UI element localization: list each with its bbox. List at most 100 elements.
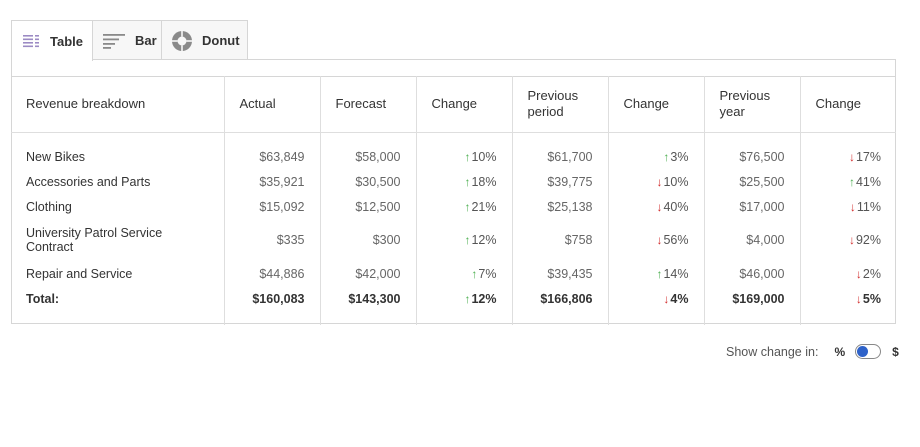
header-change-forecast: Change xyxy=(415,76,512,133)
header-previous-year: Previous year xyxy=(703,76,800,133)
tab-donut[interactable]: Donut xyxy=(161,20,248,60)
view-tabs: Table Bar Donut xyxy=(11,20,248,61)
change-value: 4% xyxy=(670,291,689,306)
change-unit-switch[interactable] xyxy=(855,344,882,359)
forecast-cell: $143,300 xyxy=(319,286,416,311)
spacer-cell xyxy=(223,311,320,325)
arrow-down-icon: ↓ xyxy=(663,291,670,306)
previous-year-cell: $76,500 xyxy=(703,144,800,169)
previous-period-cell: $166,806 xyxy=(511,286,608,311)
total-row: Total: $160,083 $143,300 ↑12% $166,806 ↓4% $16… xyxy=(11,286,896,311)
header-change-previous-year: Change xyxy=(799,76,896,133)
table-row: Clothing $15,092 $12,500 ↑21% $25,138 ↓40% $17… xyxy=(11,194,896,219)
table-panel: Revenue breakdown Actual Forecast Change… xyxy=(11,59,896,325)
table-row: New Bikes $63,849 $58,000 ↑10% $61,700 ↑3% $76… xyxy=(11,144,896,169)
table-row: University Patrol Service Contract $335 $3… xyxy=(11,219,896,261)
change-cell: ↑18% xyxy=(415,169,512,194)
change-value: 92% xyxy=(855,233,881,247)
header-actual: Actual xyxy=(223,76,320,133)
row-label: Clothing xyxy=(26,199,72,214)
spacer-cell xyxy=(511,132,608,144)
change-cell: ↓40% xyxy=(607,194,704,219)
tab-bar[interactable]: Bar xyxy=(92,20,162,60)
spacer-cell xyxy=(223,132,320,144)
row-label: Total: xyxy=(26,291,60,306)
revenue-table: Revenue breakdown Actual Forecast Change… xyxy=(11,76,896,325)
actual-cell: $44,886 xyxy=(223,261,320,286)
spacer-cell xyxy=(799,132,896,144)
change-cell: ↑12% xyxy=(415,219,512,261)
tab-bar-label: Bar xyxy=(135,33,157,48)
arrow-up-icon: ↑ xyxy=(464,174,471,189)
forecast-cell: $30,500 xyxy=(319,169,416,194)
change-cell: ↓17% xyxy=(799,144,896,169)
actual-cell: $35,921 xyxy=(223,169,320,194)
spacer-cell xyxy=(607,311,704,325)
change-value: 21% xyxy=(471,199,497,214)
arrow-down-icon: ↓ xyxy=(849,199,856,214)
change-value: 7% xyxy=(478,266,497,281)
spacer-cell xyxy=(799,311,896,325)
change-value: 56% xyxy=(663,233,689,247)
change-value: 10% xyxy=(663,174,689,189)
forecast-cell: $42,000 xyxy=(319,261,416,286)
previous-year-cell: $46,000 xyxy=(703,261,800,286)
spacer-cell xyxy=(415,311,512,325)
arrow-down-icon: ↓ xyxy=(656,174,663,189)
spacer-cell xyxy=(703,132,800,144)
previous-year-cell: $169,000 xyxy=(703,286,800,311)
tab-table[interactable]: Table xyxy=(11,20,93,61)
previous-period-cell: $61,700 xyxy=(511,144,608,169)
spacer-row xyxy=(11,132,896,144)
spacer-cell xyxy=(415,132,512,144)
previous-period-cell: $758 xyxy=(511,219,608,261)
change-value: 10% xyxy=(471,149,497,164)
actual-cell: $335 xyxy=(223,219,320,261)
row-label: University Patrol Service Contract xyxy=(26,226,163,254)
bar-icon xyxy=(103,33,125,49)
table-header-row: Revenue breakdown Actual Forecast Change… xyxy=(11,76,896,133)
change-cell: ↓10% xyxy=(607,169,704,194)
row-label: New Bikes xyxy=(26,149,86,164)
arrow-down-icon: ↓ xyxy=(855,266,862,281)
change-cell: ↓92% xyxy=(799,219,896,261)
change-value: 12% xyxy=(471,233,497,247)
arrow-up-icon: ↑ xyxy=(848,174,855,189)
arrow-down-icon: ↓ xyxy=(656,199,663,214)
spacer-cell xyxy=(11,132,224,144)
change-cell: ↑21% xyxy=(415,194,512,219)
change-cell: ↑3% xyxy=(607,144,704,169)
switch-knob xyxy=(857,346,869,357)
table-row: Accessories and Parts $35,921 $30,500 ↑18% $… xyxy=(11,169,896,194)
change-cell: ↓4% xyxy=(607,286,704,311)
table-row: Repair and Service $44,886 $42,000 ↑7% $39,4… xyxy=(11,261,896,286)
toggle-option-dollar[interactable]: $ xyxy=(892,344,899,359)
header-change-previous-period: Change xyxy=(607,76,704,133)
row-label: Accessories and Parts xyxy=(26,174,151,189)
change-value: 11% xyxy=(856,199,881,214)
spacer-cell xyxy=(11,311,224,325)
change-value: 18% xyxy=(471,174,497,189)
change-value: 40% xyxy=(663,199,689,214)
spacer-cell xyxy=(319,132,416,144)
tab-table-label: Table xyxy=(50,33,83,49)
change-cell: ↓56% xyxy=(607,219,704,261)
revenue-table-wrap: Revenue breakdown Actual Forecast Change… xyxy=(11,76,896,325)
spacer-cell xyxy=(607,132,704,144)
change-value: 3% xyxy=(670,149,689,164)
previous-period-cell: $39,775 xyxy=(511,169,608,194)
forecast-cell: $12,500 xyxy=(319,194,416,219)
change-cell: ↑7% xyxy=(415,261,512,286)
change-cell: ↑12% xyxy=(415,286,512,311)
arrow-up-icon: ↑ xyxy=(464,149,471,164)
previous-year-cell: $25,500 xyxy=(703,169,800,194)
previous-year-cell: $4,000 xyxy=(703,219,800,261)
arrow-up-icon: ↑ xyxy=(471,266,478,281)
change-value: 17% xyxy=(855,149,881,164)
arrow-down-icon: ↓ xyxy=(855,291,862,306)
change-unit-toggle-row: Show change in: % $ xyxy=(726,344,899,359)
header-previous-period: Previous period xyxy=(511,76,608,133)
header-forecast: Forecast xyxy=(319,76,416,133)
toggle-option-percent[interactable]: % xyxy=(834,344,846,359)
change-value: 5% xyxy=(862,291,881,306)
